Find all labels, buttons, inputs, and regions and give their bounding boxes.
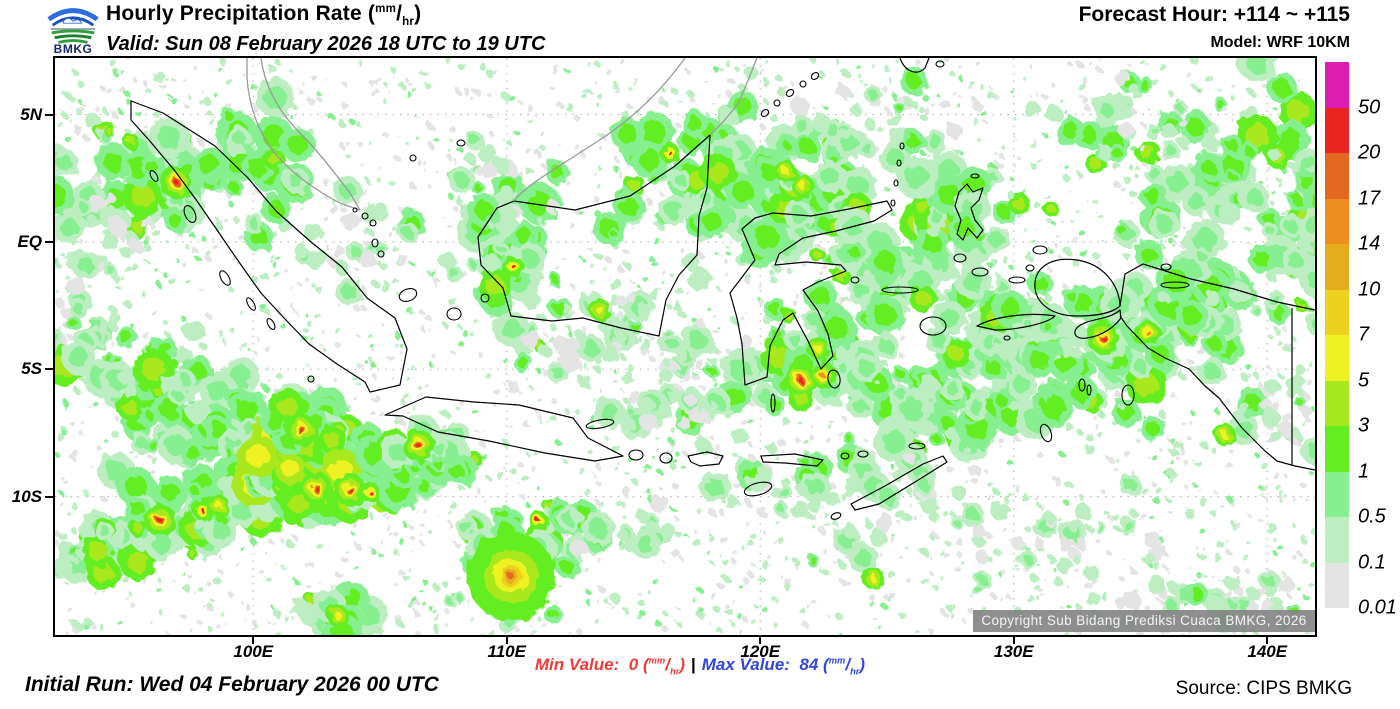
legend-label: 50 xyxy=(1358,96,1381,118)
legend-label: 0.01 xyxy=(1358,596,1397,619)
legend-label: 3 xyxy=(1358,414,1370,437)
legend-segment xyxy=(1325,562,1349,608)
precipitation-map xyxy=(55,58,1315,635)
lon-tick-label: 130E xyxy=(993,642,1034,661)
forecast-hour-label: Forecast Hour: +114 ~ +115 xyxy=(1078,3,1350,26)
model-label: Model: WRF 10KM xyxy=(1210,34,1350,51)
bmkg-logo-label: BMKG xyxy=(53,42,93,56)
legend-segment xyxy=(1325,471,1349,517)
valid-time-line: Valid: Sun 08 February 2026 18 UTC to 19… xyxy=(106,33,546,56)
lat-tick-label: 5N xyxy=(20,104,42,124)
min-value-text: Min Value: 0 (mm/hr) xyxy=(534,655,685,677)
coastlines xyxy=(130,58,1315,520)
lon-tick-label: 140E xyxy=(1247,642,1288,661)
legend-segment xyxy=(1325,380,1349,426)
legend-label: 14 xyxy=(1358,232,1381,255)
precipitation-layer xyxy=(55,58,1315,635)
lat-tick xyxy=(45,495,53,498)
legend-label: 10 xyxy=(1358,278,1381,300)
legend-label: 0.5 xyxy=(1358,505,1386,528)
map-frame: Copyright Sub Bidang Prediksi Cuaca BMKG… xyxy=(53,56,1317,637)
page-title: Hourly Precipitation Rate (mm/hr) xyxy=(106,2,422,29)
max-value-text: Max Value: 84 (mm/hr) xyxy=(701,655,866,677)
source-label: Source: CIPS BMKG xyxy=(1175,678,1352,699)
lon-tick xyxy=(1266,637,1269,644)
legend-label: 7 xyxy=(1358,323,1370,346)
lat-tick-label: EQ xyxy=(17,231,42,251)
minmax-line: Min Value: 0 (mm/hr) | Max Value: 84 (mm/h… xyxy=(535,655,865,676)
header-right-block: Forecast Hour: +114 ~ +115 Model: WRF 10… xyxy=(1079,3,1350,52)
legend-label: 1 xyxy=(1358,460,1370,482)
legend-label: 5 xyxy=(1358,369,1370,391)
copyright-bar: Copyright Sub Bidang Prediksi Cuaca BMKG… xyxy=(973,610,1315,632)
legend-segment xyxy=(1325,244,1349,290)
legend-segment xyxy=(1325,289,1349,335)
lon-tick xyxy=(759,637,762,644)
legend-label: 17 xyxy=(1358,187,1381,209)
legend-segment xyxy=(1325,517,1349,563)
lon-tick-label: 100E xyxy=(233,642,274,661)
initial-run-label: Initial Run: Wed 04 February 2026 00 UTC xyxy=(25,673,439,696)
lat-tick xyxy=(45,368,53,371)
legend-segment xyxy=(1325,62,1349,108)
lon-tick-label: 120E xyxy=(740,642,781,661)
legend-segment xyxy=(1325,335,1349,381)
lat-tick-label: 5S xyxy=(21,359,42,379)
legend-segment xyxy=(1325,153,1349,199)
lon-tick xyxy=(505,637,508,644)
legend-segment xyxy=(1325,198,1349,244)
header-title-block: Hourly Precipitation Rate (mm/hr) Valid:… xyxy=(106,2,545,56)
bmkg-logo xyxy=(46,3,100,45)
lat-tick xyxy=(45,113,53,116)
minmax-separator: | xyxy=(690,655,696,674)
legend-label: 0.1 xyxy=(1358,551,1386,573)
lat-tick xyxy=(45,240,53,243)
legend-segment xyxy=(1325,107,1349,153)
lat-tick-label: 10S xyxy=(11,486,42,506)
lon-tick xyxy=(1012,637,1015,644)
legend-segment xyxy=(1325,426,1349,472)
lon-tick-label: 110E xyxy=(487,642,526,661)
legend-label: 20 xyxy=(1358,141,1381,164)
lon-tick xyxy=(252,637,255,644)
